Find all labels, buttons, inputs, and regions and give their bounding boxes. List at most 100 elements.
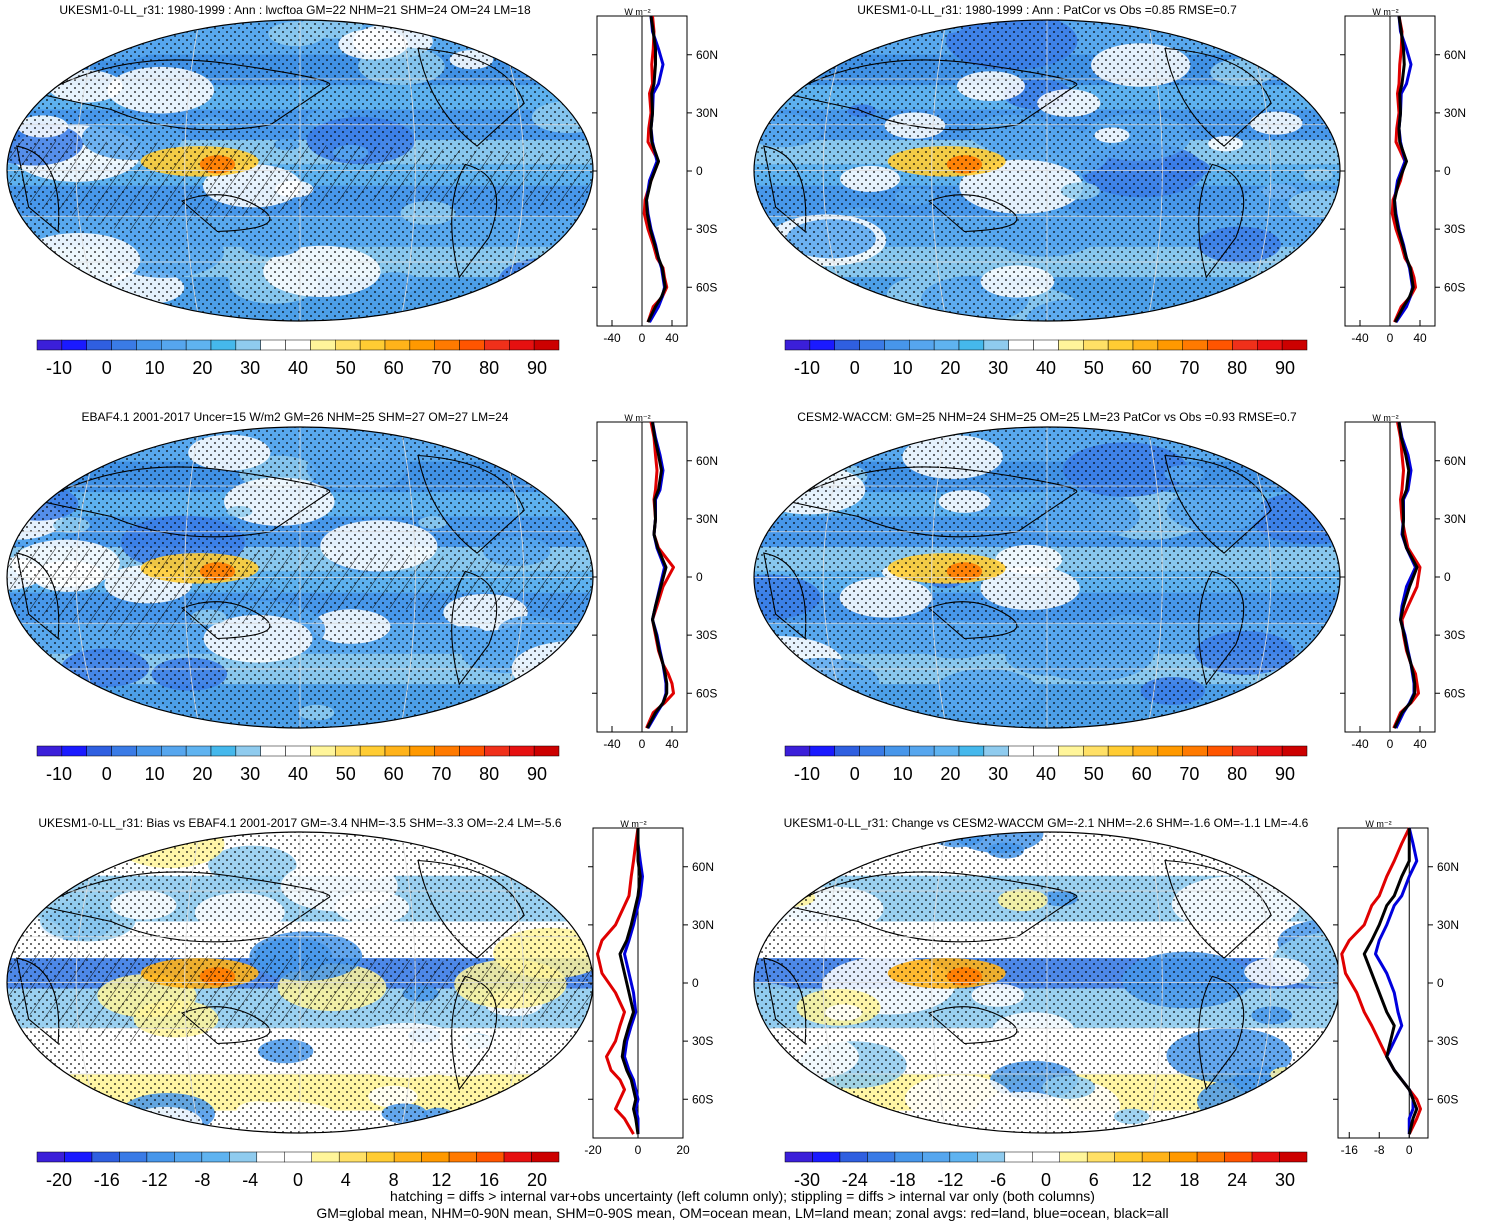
- colorbar-label: 60: [1132, 764, 1152, 784]
- zonal-lat-label: 0: [692, 976, 699, 990]
- zonal-series-line: [596, 827, 640, 1135]
- zonal-unit-label: W m⁻²: [620, 819, 646, 829]
- zonal-series-line: [645, 421, 675, 729]
- colorbar-swatch: [834, 339, 860, 351]
- colorbar-label: 0: [850, 358, 860, 378]
- colorbar-swatch: [1083, 339, 1109, 351]
- colorbar-swatch: [384, 745, 411, 757]
- colorbar-swatch: [809, 339, 835, 351]
- colorbar-swatch: [161, 339, 187, 351]
- colorbar-swatch: [1251, 1151, 1280, 1163]
- colorbar-swatch: [531, 1151, 560, 1163]
- colorbar-label: 90: [1275, 358, 1295, 378]
- colorbar-swatch: [1058, 339, 1084, 351]
- colorbar-label: -12: [937, 1170, 963, 1190]
- zonal-lat-label: 30N: [1444, 106, 1466, 120]
- colorbar-swatch: [409, 745, 435, 757]
- zonal-series-line: [1392, 421, 1422, 729]
- zonal-x-tick-label: -40: [1351, 737, 1369, 751]
- colorbar: -10 0 10 20 30 40 50 60 70 80 90: [36, 339, 560, 378]
- colorbar-swatch: [1182, 339, 1208, 351]
- panel-title: UKESM1-0-LL_r31: Bias vs EBAF4.1 2001-20…: [38, 816, 562, 830]
- colorbar-label: 50: [1084, 764, 1104, 784]
- colorbar-swatch: [509, 745, 535, 757]
- colorbar-label: 10: [145, 358, 165, 378]
- colorbar-swatch: [958, 745, 985, 757]
- colorbar: -10 0 10 20 30 40 50 60 70 80 90: [784, 339, 1308, 378]
- zonal-lat-label: 60N: [1437, 860, 1459, 874]
- colorbar-swatch: [859, 745, 885, 757]
- colorbar-label: -12: [142, 1170, 168, 1190]
- zonal-x-tick-label: 40: [665, 737, 679, 751]
- colorbar-swatch: [784, 339, 811, 351]
- colorbar-label: -10: [794, 358, 820, 378]
- colorbar-swatch: [36, 745, 63, 757]
- zonal-mean-plot: W m⁻² 60N 30N 0 30S 60S -16 -8 0: [1333, 819, 1459, 1157]
- colorbar-swatch: [1281, 339, 1308, 351]
- colorbar-label: 0: [102, 764, 112, 784]
- colorbar-swatch: [434, 745, 460, 757]
- colorbar-swatch: [933, 745, 960, 757]
- colorbar-swatch: [335, 745, 361, 757]
- colorbar-label: 0: [102, 358, 112, 378]
- colorbar-swatch: [260, 745, 286, 757]
- colorbar-swatch: [61, 339, 87, 351]
- colorbar-label: 90: [527, 358, 547, 378]
- colorbar-label: 70: [1179, 358, 1199, 378]
- colorbar-swatch: [859, 339, 885, 351]
- zonal-lat-label: 30S: [1437, 1034, 1458, 1048]
- colorbar-label: 30: [988, 358, 1008, 378]
- colorbar-label: 0: [293, 1170, 303, 1190]
- colorbar-swatch: [185, 339, 212, 351]
- colorbar-swatch: [1132, 339, 1159, 351]
- zonal-unit-label: W m⁻²: [1365, 819, 1391, 829]
- colorbar-swatch: [86, 745, 112, 757]
- zonal-lat-label: 60N: [692, 860, 714, 874]
- colorbar-swatch: [1281, 745, 1308, 757]
- zonal-lat-label: 0: [1437, 976, 1444, 990]
- colorbar-label: 80: [1227, 358, 1247, 378]
- zonal-x-tick-label: 0: [1387, 737, 1394, 751]
- zonal-lat-label: 30N: [696, 512, 718, 526]
- zonal-x-tick-label: 40: [665, 331, 679, 345]
- colorbar-label: -10: [794, 764, 820, 784]
- colorbar-label: -10: [46, 358, 72, 378]
- colorbar-swatch: [909, 339, 935, 351]
- colorbar-swatch: [434, 339, 460, 351]
- zonal-mean-plot: W m⁻² 60N 30N 0 30S 60S -20 0 20: [584, 819, 714, 1157]
- colorbar-swatch: [1169, 1151, 1198, 1163]
- colorbar-label: 18: [1179, 1170, 1199, 1190]
- colorbar-swatch: [86, 339, 112, 351]
- colorbar-swatch: [1059, 1151, 1088, 1163]
- colorbar-label: 80: [1227, 764, 1247, 784]
- zonal-lat-label: 60N: [696, 48, 718, 62]
- colorbar-swatch: [136, 339, 162, 351]
- colorbar-swatch: [448, 1151, 477, 1163]
- colorbar-swatch: [359, 339, 386, 351]
- zonal-x-tick-label: 0: [1406, 1143, 1413, 1157]
- colorbar-swatch: [812, 1151, 841, 1163]
- colorbar-label: 40: [1036, 358, 1056, 378]
- colorbar-label: -10: [46, 764, 72, 784]
- colorbar-label: 20: [527, 1170, 547, 1190]
- zonal-lat-label: 60N: [1444, 48, 1466, 62]
- colorbar-swatch: [359, 745, 386, 757]
- colorbar-swatch: [284, 1151, 312, 1163]
- colorbar-swatch: [256, 1151, 285, 1163]
- colorbar-label: 6: [1089, 1170, 1099, 1190]
- colorbar-swatch: [161, 745, 187, 757]
- colorbar-swatch: [1257, 745, 1283, 757]
- colorbar-label: 60: [384, 358, 404, 378]
- colorbar-swatch: [1132, 745, 1159, 757]
- colorbar-label: 10: [893, 358, 913, 378]
- colorbar-swatch: [1058, 745, 1084, 757]
- zonal-lat-label: 30N: [1444, 512, 1466, 526]
- colorbar-swatch: [1207, 339, 1233, 351]
- zonal-x-tick-label: 0: [639, 331, 646, 345]
- colorbar-swatch: [839, 1151, 868, 1163]
- colorbar-swatch: [119, 1151, 148, 1163]
- colorbar-swatch: [409, 339, 435, 351]
- colorbar-label: 20: [940, 358, 960, 378]
- colorbar-swatch: [36, 1151, 65, 1163]
- zonal-x-tick-label: -8: [1374, 1143, 1385, 1157]
